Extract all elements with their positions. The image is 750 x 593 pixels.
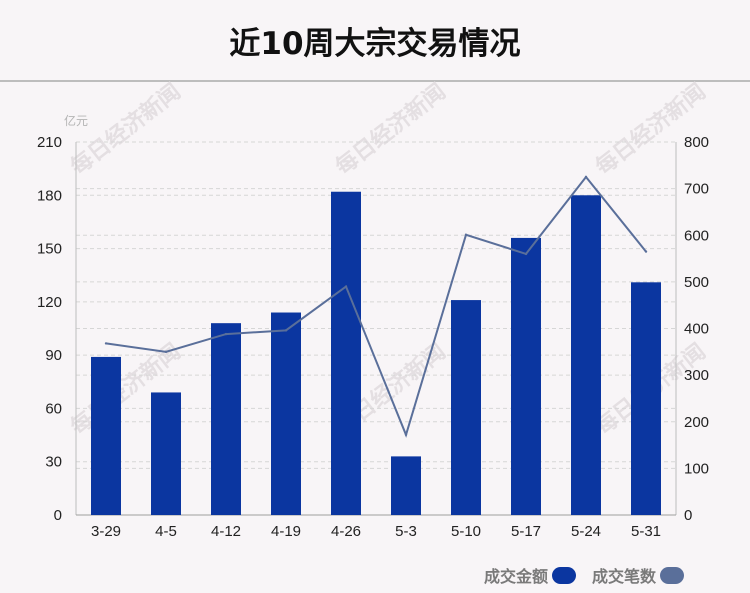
- legend-amount-swatch: [552, 567, 576, 584]
- line-point-4-5: [164, 350, 168, 354]
- x-tick-label-3-29: 3-29: [91, 523, 121, 540]
- legend-count-swatch: [660, 567, 684, 584]
- x-tick-label-5-10: 5-10: [451, 523, 481, 540]
- right-tick-label-3: 300: [684, 367, 709, 384]
- bar-3-29: [91, 356, 121, 515]
- chart-title: 近10周大宗交易情况: [229, 26, 521, 62]
- bar-4-19: [271, 312, 301, 515]
- bar-4-5: [151, 392, 181, 515]
- line-point-5-17: [524, 252, 528, 256]
- right-tick-label-6: 600: [684, 227, 709, 244]
- right-tick-label-1: 100: [684, 460, 709, 477]
- x-tick-label-4-12: 4-12: [211, 523, 241, 540]
- left-tick-label-5: 150: [37, 241, 62, 258]
- left-tick-label-1: 30: [45, 454, 62, 471]
- x-tick-label-4-26: 4-26: [331, 523, 361, 540]
- legend-count: 成交笔数: [592, 563, 684, 587]
- x-tick-label-5-31: 5-31: [631, 523, 661, 540]
- line-point-5-31: [644, 250, 648, 253]
- watermark-1: 每日经济新闻: [331, 79, 451, 181]
- bar-5-17: [511, 237, 541, 515]
- right-tick-label-0: 0: [684, 507, 692, 524]
- x-tick-label-4-5: 4-5: [155, 523, 177, 540]
- left-tick-label-2: 60: [45, 400, 62, 417]
- left-tick-label-4: 120: [37, 294, 62, 311]
- x-tick-label-5-17: 5-17: [511, 523, 541, 540]
- x-tick-label-5-24: 5-24: [571, 523, 601, 540]
- x-tick-label-5-3: 5-3: [395, 523, 417, 540]
- left-tick-label-6: 180: [37, 187, 62, 204]
- legend-amount: 成交金额: [484, 563, 576, 587]
- right-tick-label-7: 700: [684, 181, 709, 198]
- x-tick-label-4-19: 4-19: [271, 523, 301, 540]
- watermark-0: 每日经济新闻: [66, 79, 186, 181]
- line-point-3-29: [104, 342, 108, 345]
- right-tick-label-5: 500: [684, 274, 709, 291]
- line-point-4-26: [344, 285, 348, 288]
- bar-5-10: [451, 300, 481, 515]
- line-point-4-12: [224, 332, 228, 336]
- line-point-5-3: [404, 433, 408, 437]
- line-point-5-10: [464, 233, 468, 236]
- bar-5-31: [631, 282, 661, 515]
- line-point-4-19: [284, 329, 288, 332]
- right-tick-label-2: 200: [684, 414, 709, 431]
- left-tick-label-0: 0: [54, 507, 62, 524]
- left-axis-unit: 亿元: [64, 113, 88, 128]
- line-series-count: [105, 175, 647, 438]
- bar-5-24: [571, 195, 601, 516]
- right-tick-label-4: 400: [684, 321, 709, 338]
- left-tick-label-7: 210: [37, 134, 62, 151]
- bar-4-26: [331, 191, 361, 515]
- bar-5-3: [391, 456, 421, 515]
- legend-count-label: 成交笔数: [592, 567, 657, 586]
- title-divider: [0, 80, 750, 82]
- right-tick-label-8: 800: [684, 134, 709, 151]
- legend-amount-label: 成交金额: [484, 567, 549, 586]
- line-point-5-24: [584, 175, 588, 179]
- watermark-2: 每日经济新闻: [591, 79, 711, 181]
- left-tick-label-3: 90: [45, 347, 62, 364]
- bar-4-12: [211, 323, 241, 515]
